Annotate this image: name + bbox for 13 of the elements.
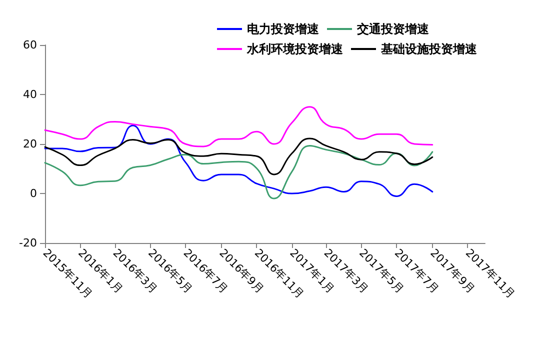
line-series (44, 106, 434, 148)
y-tick-label: 20 (23, 138, 37, 150)
legend-label: 交通投资增速 (356, 22, 430, 36)
y-tick-label: -20 (19, 236, 37, 250)
legend-label: 基础设施投资增速 (380, 42, 478, 56)
legend-label: 水利环境投资增速 (246, 42, 344, 56)
y-tick-label: 40 (23, 88, 37, 101)
legend-label: 电力投资增速 (247, 22, 320, 36)
y-tick-label: 0 (30, 187, 37, 200)
line-series (44, 144, 434, 200)
line-series (44, 138, 434, 176)
line-series (44, 124, 434, 197)
y-tick-label: 60 (23, 38, 37, 52)
